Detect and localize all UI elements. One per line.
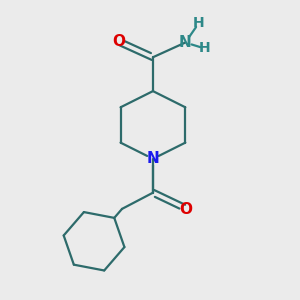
Text: O: O xyxy=(179,202,192,217)
Text: O: O xyxy=(112,34,126,49)
Text: H: H xyxy=(199,41,210,56)
Text: N: N xyxy=(147,151,159,166)
Text: N: N xyxy=(179,35,192,50)
Text: H: H xyxy=(193,16,204,30)
